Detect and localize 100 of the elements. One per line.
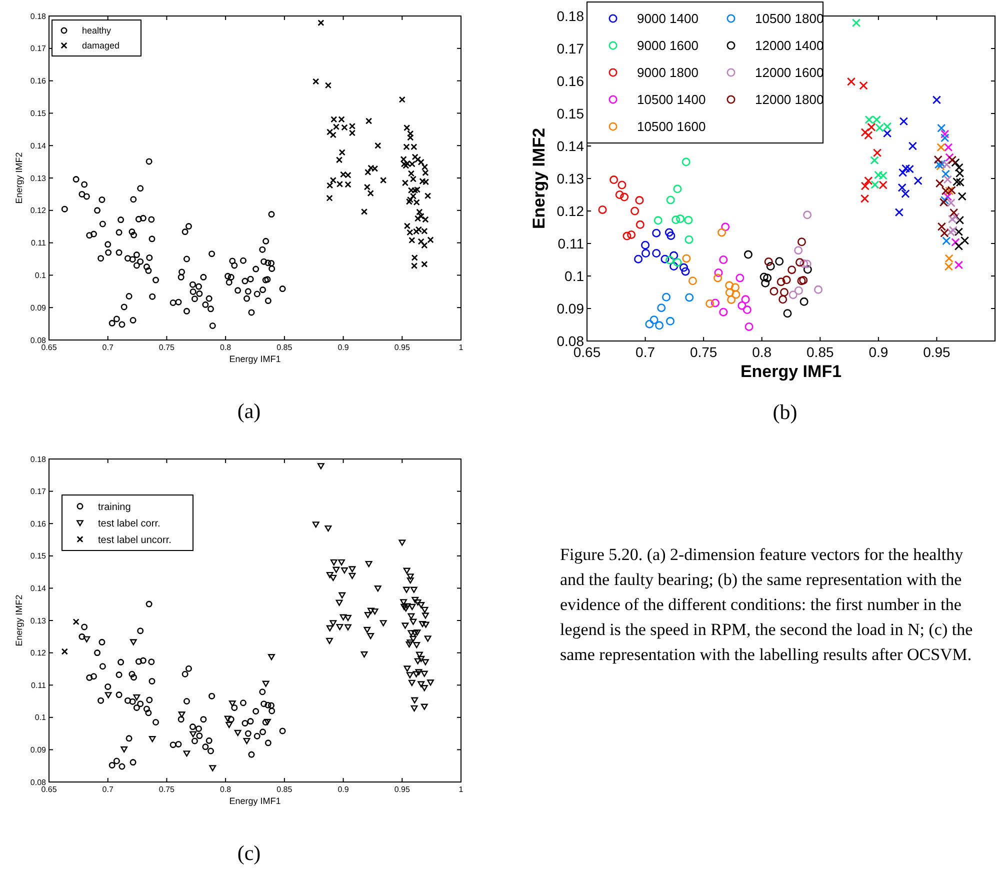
point: [898, 183, 906, 192]
point: [634, 254, 643, 264]
x-tick-label: 0.8: [752, 344, 772, 360]
point: [770, 287, 778, 296]
point: [914, 176, 922, 186]
point: [960, 236, 970, 245]
y-tick-label: 0.09: [30, 746, 47, 754]
point: [943, 192, 952, 201]
y-tick-label: 0.11: [31, 238, 47, 248]
x-tick-label: 0.9: [338, 343, 350, 352]
point: [610, 176, 618, 184]
y-tick-label: 0.08: [30, 778, 47, 787]
x-tick-label: 0.8: [220, 343, 232, 352]
point: [622, 232, 632, 240]
point: [741, 295, 750, 304]
point: [680, 263, 688, 272]
point: [778, 295, 788, 304]
point: [666, 231, 676, 240]
text: (b): [772, 400, 798, 424]
point: [763, 274, 772, 282]
point: [662, 292, 671, 302]
point: [660, 254, 670, 264]
point: [940, 134, 950, 142]
y-tick-label: 0.11: [558, 235, 584, 252]
x-tick-label: 1: [458, 785, 464, 794]
point: [664, 228, 674, 237]
point: [760, 272, 768, 282]
point: [935, 179, 944, 188]
point: [615, 190, 624, 199]
point: [635, 196, 644, 205]
x-tick-label: 0.9: [338, 785, 350, 794]
point: [673, 258, 682, 267]
x-tick-label: 0.95: [923, 344, 951, 360]
x-tick-label: 0.65: [41, 785, 58, 794]
point: [775, 257, 784, 266]
x-axis-title: Energy IMF1: [740, 362, 842, 381]
point: [654, 216, 662, 225]
point: [736, 274, 744, 282]
y-tick-label: 0.12: [30, 206, 47, 216]
y-tick-label: 0.1: [34, 271, 47, 280]
point: [946, 198, 956, 208]
x-tick-label: 0.7: [102, 343, 114, 352]
legend-label: 10500 1800: [755, 11, 824, 26]
point: [899, 117, 908, 126]
point: [682, 254, 691, 263]
point: [618, 180, 626, 190]
y-tick-label: 0.13: [556, 170, 584, 186]
point: [721, 222, 730, 232]
y-tick-label: 0.13: [30, 616, 47, 626]
point: [955, 169, 964, 178]
point: [936, 143, 946, 152]
point: [942, 160, 951, 169]
y-tick-label: 0.12: [30, 648, 47, 658]
y-tick-label: 0.16: [556, 72, 584, 89]
point: [948, 214, 957, 224]
legend-label: 9000 1800: [637, 65, 698, 80]
point: [905, 164, 914, 174]
point: [794, 246, 803, 255]
point: [794, 286, 803, 295]
point: [956, 178, 964, 187]
point: [940, 228, 949, 238]
point: [802, 260, 812, 268]
y-tick-label: 0.15: [30, 109, 47, 118]
x-axis-title: Energy IMF1: [229, 796, 281, 806]
x-tick-label: 0.95: [394, 785, 410, 794]
point: [645, 320, 654, 328]
point: [951, 238, 960, 246]
point: [952, 177, 962, 186]
point: [620, 192, 629, 202]
point: [636, 220, 644, 229]
x-tick-label: 0.7: [636, 344, 656, 360]
point: [718, 228, 726, 237]
point: [901, 189, 910, 198]
point: [944, 262, 954, 271]
y-tick-label: 0.18: [556, 8, 584, 24]
point: [766, 262, 775, 270]
y-axis-title: Energy IMF2: [14, 152, 24, 204]
point: [908, 142, 917, 150]
y-tick-label: 0.09: [30, 303, 47, 312]
y-axis-title: Energy IMF2: [14, 594, 24, 646]
point: [940, 130, 950, 138]
point: [942, 236, 951, 246]
point: [943, 175, 952, 184]
y-tick-label: 0.17: [556, 40, 584, 56]
y-tick-label: 0.14: [30, 141, 47, 150]
caption: Figure 5.20. (a) 2-dimension feature vectors for the healthy and the faulty bearing; (b) the same representation with the evidence of the different conditions: the first number in the legend is the speed in RPM, the second the load in N; (c) the same representation with the labelling results after OCSVM.: [560, 545, 973, 664]
point: [878, 180, 888, 190]
point: [944, 143, 953, 152]
point: [738, 301, 746, 310]
point: [955, 216, 964, 224]
point: [732, 290, 740, 299]
x-tick-label: 1: [458, 343, 464, 352]
point: [864, 130, 873, 140]
point: [685, 293, 694, 302]
y-tick-label: 0.12: [556, 202, 584, 219]
legend-label: 12000 1800: [755, 92, 824, 108]
point: [894, 208, 904, 217]
point: [641, 240, 650, 250]
x-tick-label: 0.9: [868, 344, 888, 360]
point: [954, 228, 964, 236]
